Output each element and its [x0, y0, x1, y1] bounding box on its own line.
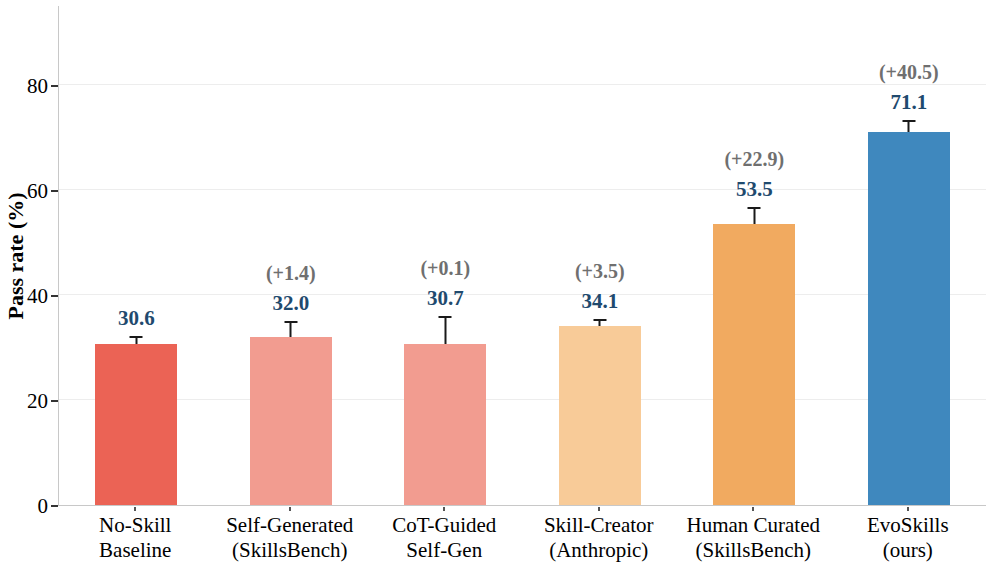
- y-tick-label: 40: [0, 283, 48, 309]
- x-tick-mark: [752, 507, 754, 511]
- y-tick-mark: [51, 295, 58, 297]
- plot-area: 30.6 (+1.4) 32.0: [58, 6, 986, 506]
- y-tick-label: 20: [0, 388, 48, 414]
- y-tick-label: 60: [0, 178, 48, 204]
- delta-label: (+3.5): [575, 259, 625, 283]
- y-tick-mark: [51, 505, 58, 507]
- bar: [95, 344, 177, 505]
- x-label-line1: Human Curated: [676, 513, 831, 538]
- x-tick-mark: [289, 507, 291, 511]
- bar-group-no-skill-baseline: 30.6: [59, 6, 214, 505]
- bar-group-human-curated: (+22.9) 53.5: [677, 6, 832, 505]
- x-label-line2: Self-Gen: [367, 538, 522, 563]
- y-tick-mark: [51, 190, 58, 192]
- value-label: 32.0: [266, 291, 316, 315]
- delta-label: (+0.1): [420, 256, 470, 280]
- x-label-line1: Self-Generated: [213, 513, 368, 538]
- value-label: 34.1: [575, 289, 625, 313]
- bar-group-cot-guided: (+0.1) 30.7: [368, 6, 523, 505]
- x-tick-mark: [134, 507, 136, 511]
- bar-group-self-generated: (+1.4) 32.0: [214, 6, 369, 505]
- bar: [559, 326, 641, 505]
- x-tick-mark: [907, 507, 909, 511]
- x-tick-label-skill-creator: Skill-Creator (Anthropic): [522, 507, 677, 563]
- x-tick-label-cot-guided: CoT-Guided Self-Gen: [367, 507, 522, 563]
- x-tick-label-human-curated: Human Curated (SkillsBench): [676, 507, 831, 563]
- x-tick-mark: [598, 507, 600, 511]
- y-tick-label: 80: [0, 73, 48, 99]
- bar-annotation: (+3.5) 34.1: [575, 259, 625, 313]
- x-label-line2: (SkillsBench): [676, 538, 831, 563]
- y-tick-label: 0: [0, 493, 48, 519]
- value-label: 30.6: [118, 306, 155, 330]
- bar-annotation: (+0.1) 30.7: [420, 256, 470, 310]
- bar: [404, 344, 486, 505]
- value-label: 53.5: [724, 177, 784, 201]
- x-axis-labels: No-Skill Baseline Self-Generated (Skills…: [58, 507, 985, 563]
- y-tick-mark: [51, 400, 58, 402]
- delta-label: (+22.9): [724, 147, 784, 171]
- bars-row: 30.6 (+1.4) 32.0: [59, 6, 986, 505]
- bar: [713, 224, 795, 505]
- x-tick-label-self-generated: Self-Generated (SkillsBench): [213, 507, 368, 563]
- delta-label: (+1.4): [266, 261, 316, 285]
- error-bar-cap-top: [439, 316, 452, 318]
- error-bar-cap-top: [284, 321, 297, 323]
- value-label: 71.1: [879, 90, 939, 114]
- value-label: 30.7: [420, 286, 470, 310]
- x-label-line1: EvoSkills: [831, 513, 986, 538]
- x-tick-mark: [443, 507, 445, 511]
- bar-annotation: (+1.4) 32.0: [266, 261, 316, 315]
- bar-chart-figure: Pass rate (%) 30.6 (+1.4) 32.0: [0, 0, 997, 563]
- bar-annotation: (+40.5) 71.1: [879, 60, 939, 114]
- x-label-line1: CoT-Guided: [367, 513, 522, 538]
- x-label-line2: (ours): [831, 538, 986, 563]
- bar-annotation: (+22.9) 53.5: [724, 147, 784, 201]
- error-bar-cap-top: [130, 336, 143, 338]
- x-label-line1: Skill-Creator: [522, 513, 677, 538]
- x-tick-label-no-skill-baseline: No-Skill Baseline: [58, 507, 213, 563]
- error-bar-cap-top: [593, 319, 606, 321]
- y-tick-mark: [51, 85, 58, 87]
- x-label-line2: (SkillsBench): [213, 538, 368, 563]
- delta-label: (+40.5): [879, 60, 939, 84]
- x-label-line2: (Anthropic): [522, 538, 677, 563]
- x-tick-label-evoskills: EvoSkills (ours): [831, 507, 986, 563]
- x-label-line1: No-Skill: [58, 513, 213, 538]
- bar-group-skill-creator: (+3.5) 34.1: [523, 6, 678, 505]
- error-bar-cap-top: [902, 120, 915, 122]
- bar: [868, 132, 950, 505]
- x-label-line2: Baseline: [58, 538, 213, 563]
- bar-annotation: 30.6: [118, 306, 155, 330]
- error-bar-cap-top: [748, 207, 761, 209]
- bar-group-evoskills: (+40.5) 71.1: [832, 6, 987, 505]
- bar: [250, 337, 332, 505]
